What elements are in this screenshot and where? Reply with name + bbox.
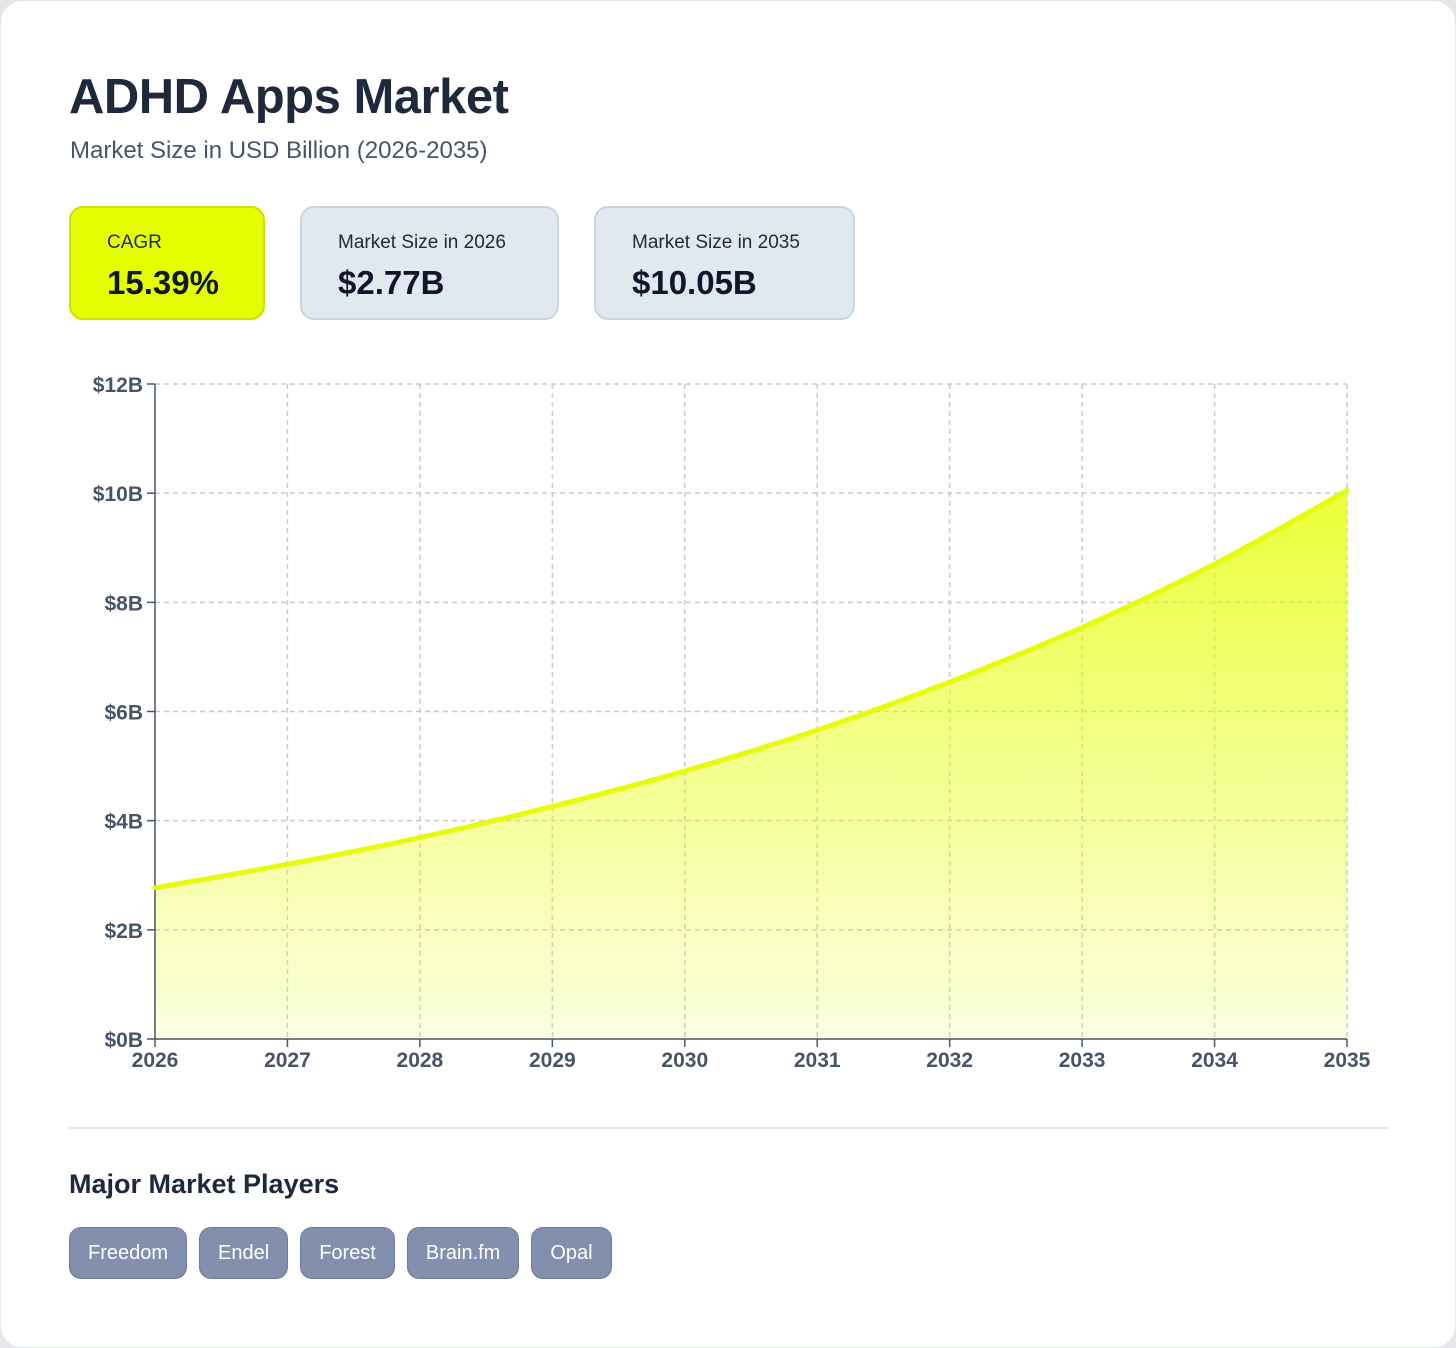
x-tick-label: 2029: [529, 1049, 576, 1072]
stat-label: Market Size in 2026: [338, 232, 506, 253]
stat-value: 15.39%: [107, 264, 219, 301]
y-tick-label: $4B: [104, 811, 143, 834]
stat-value: $10.05B: [632, 264, 757, 301]
player-tag-endel[interactable]: Endel: [199, 1227, 289, 1279]
stat-value: $2.77B: [338, 264, 445, 301]
y-tick-label: $6B: [104, 702, 143, 725]
x-tick-label: 2035: [1324, 1049, 1371, 1072]
page-title: ADHD Apps Market: [69, 70, 509, 124]
x-tick-label: 2030: [661, 1049, 708, 1072]
player-tag-forest[interactable]: Forest: [300, 1227, 395, 1279]
stat-label: Market Size in 2035: [632, 232, 800, 253]
player-tag-opal[interactable]: Opal: [531, 1227, 612, 1279]
x-tick-label: 2034: [1191, 1049, 1238, 1072]
y-tick-label: $8B: [104, 592, 143, 615]
stat-label: CAGR: [107, 232, 162, 253]
x-tick-label: 2032: [926, 1049, 973, 1072]
player-tag-freedom[interactable]: Freedom: [69, 1227, 188, 1279]
stat-card-size-2035: Market Size in 2035 $10.05B: [594, 206, 855, 320]
y-tick-label: $12B: [93, 374, 143, 397]
x-tick-label: 2028: [397, 1049, 444, 1072]
y-tick-label: $2B: [104, 920, 143, 943]
area-fill: [155, 490, 1347, 1039]
market-size-chart: $0B $2B $4B $6B $8B $10B $12B 2026 2027 2028 2029 2…: [93, 374, 1371, 1072]
chart-labels: $0B $2B $4B $6B $8B $10B $12B 2026 2027 2028 2029 2…: [93, 374, 1371, 1072]
players-list: Freedom Endel Forest Brain.fm Opal: [69, 1227, 612, 1279]
stat-card-cagr: CAGR 15.39%: [69, 206, 265, 320]
chart-axes: [147, 383, 1348, 1047]
section-divider: [69, 1127, 1389, 1129]
series-line: [152, 487, 1350, 891]
stat-card-size-2026: Market Size in 2026 $2.77B: [300, 206, 559, 320]
x-tick-label: 2033: [1059, 1049, 1106, 1072]
x-tick-label: 2031: [794, 1049, 841, 1072]
x-tick-label: 2027: [264, 1049, 311, 1072]
y-tick-label: $10B: [93, 483, 143, 506]
player-tag-brainfm[interactable]: Brain.fm: [406, 1227, 520, 1279]
page-subtitle: Market Size in USD Billion (2026-2035): [70, 137, 488, 164]
players-title: Major Market Players: [69, 1169, 340, 1199]
x-tick-label: 2026: [132, 1049, 179, 1072]
y-tick-label: $0B: [104, 1029, 143, 1052]
